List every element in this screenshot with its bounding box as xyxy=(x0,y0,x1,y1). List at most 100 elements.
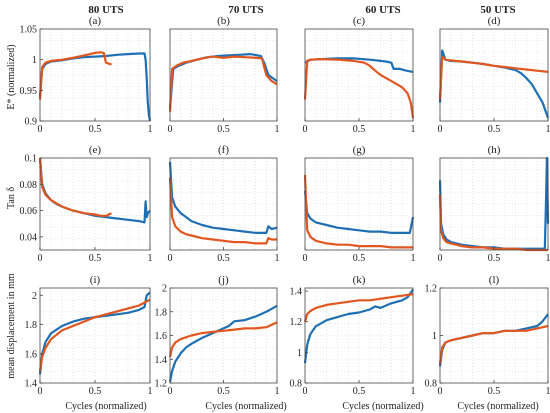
panel-d: (d) 0 0.5 1 xyxy=(438,15,550,135)
y-tick-label: 1.4 xyxy=(290,287,303,298)
y-tick-label: 2 xyxy=(162,284,167,295)
x-tick-label: 0.5 xyxy=(89,124,102,135)
series-line-orange xyxy=(438,55,549,100)
y-tick-label: 1.05 xyxy=(20,25,38,36)
y-tick-label: 1.2 xyxy=(290,317,303,328)
series-line-orange xyxy=(38,51,112,100)
y-tick-label: 0.1 xyxy=(25,154,38,165)
series-line-blue xyxy=(168,304,278,383)
x-tick-label: 0 xyxy=(38,386,43,397)
series-line-blue xyxy=(168,52,278,109)
panel-h: (h) 0 0.5 1 xyxy=(438,144,550,264)
x-tick-label: 1 xyxy=(411,253,416,264)
x-tick-label: 1 xyxy=(275,386,280,397)
y-tick-label: 0.8 xyxy=(290,379,303,390)
x-tick-label: 0.5 xyxy=(353,124,366,135)
panel-b: (b) 0 0.5 1 xyxy=(168,15,280,135)
x-tick-label: 0.5 xyxy=(89,253,102,264)
y-tick-label: 1.8 xyxy=(25,320,38,331)
x-tick-label: 1 xyxy=(148,253,153,264)
xlabel-col-4: Cycles (normalized) xyxy=(457,401,538,412)
series-line-orange xyxy=(303,175,413,249)
series-line-blue xyxy=(303,190,415,234)
series-line-orange xyxy=(168,55,278,112)
x-tick-label: 0 xyxy=(438,386,443,397)
x-tick-label: 0 xyxy=(168,124,173,135)
y-tick-label: 1.2 xyxy=(155,379,168,390)
y-tick-label: 1.4 xyxy=(155,355,168,366)
y-tick-label: 0.8 xyxy=(425,379,438,390)
series-line-blue xyxy=(168,161,278,234)
panel-label-g: (g) xyxy=(353,144,366,156)
series-line-orange xyxy=(168,177,277,245)
panel-label-c: (c) xyxy=(353,15,366,27)
y-tick-label: 0.9 xyxy=(25,117,38,128)
subplot-panels: (a) 0 0.5 1 0.9 0.95 1 1.05 (b) 0 0.5 1 (c) 0 0.5 1 (d) 0… xyxy=(20,15,550,397)
x-tick-label: 0 xyxy=(303,386,308,397)
column-title-80-uts: 80 UTS xyxy=(88,4,123,16)
x-tick-label: 0 xyxy=(438,124,443,135)
y-tick-label: 1.4 xyxy=(25,379,38,390)
series-line-orange xyxy=(303,293,414,323)
series-line-orange xyxy=(168,321,278,358)
y-tick-label: 0.04 xyxy=(20,232,38,243)
x-tick-label: 1 xyxy=(275,124,280,135)
panel-label-f: (f) xyxy=(218,144,229,156)
x-tick-label: 1 xyxy=(546,386,550,397)
xlabel-col-3: Cycles (normalized) xyxy=(342,401,423,412)
panel-label-k: (k) xyxy=(353,274,366,286)
xlabel-col-1: Cycles (normalized) xyxy=(65,401,146,412)
ylabel-row-2: Tan δ xyxy=(6,187,17,209)
x-tick-label: 1 xyxy=(275,253,280,264)
x-tick-label: 1 xyxy=(411,124,416,135)
x-tick-label: 0 xyxy=(168,386,173,397)
panel-f: (f) 0 0.5 1 xyxy=(168,144,280,264)
x-tick-label: 0 xyxy=(38,124,43,135)
panel-k: (k) 0 0.5 1 0.8 1 1.2 1.4 xyxy=(290,274,416,397)
y-tick-label: 1.8 xyxy=(155,307,168,318)
column-title-70-uts: 70 UTS xyxy=(228,4,263,16)
series-line-orange xyxy=(303,57,415,119)
x-tick-label: 0 xyxy=(38,253,43,264)
panel-l: (l) 0 0.5 1 0.8 1 1.2 xyxy=(425,274,550,397)
panel-c: (c) 0 0.5 1 xyxy=(303,15,416,135)
x-tick-label: 0 xyxy=(303,124,308,135)
y-tick-label: 1.2 xyxy=(425,284,438,295)
panel-label-l: (l) xyxy=(489,274,500,286)
y-tick-label: 0.95 xyxy=(20,86,38,97)
panel-e: (e) 0 0.5 1 0.04 0.06 0.08 0.1 xyxy=(20,144,153,264)
y-tick-label: 0.08 xyxy=(20,180,38,191)
x-tick-label: 1 xyxy=(411,386,416,397)
x-tick-label: 0.5 xyxy=(89,386,102,397)
panel-label-a: (a) xyxy=(89,15,102,27)
series-line-orange xyxy=(38,157,112,217)
y-tick-label: 2 xyxy=(32,291,37,302)
x-tick-label: 0.5 xyxy=(488,124,501,135)
x-tick-label: 0.5 xyxy=(488,253,501,264)
x-tick-label: 1 xyxy=(546,253,550,264)
series-line-orange xyxy=(38,298,151,372)
xlabel-col-2: Cycles (normalized) xyxy=(205,401,286,412)
x-tick-label: 0 xyxy=(303,253,308,264)
x-tick-label: 1 xyxy=(148,386,153,397)
panel-i: (i) 0 0.5 1 1.4 1.6 1.8 2 xyxy=(25,274,153,397)
panel-label-b: (b) xyxy=(217,15,230,27)
series-line-orange xyxy=(438,324,549,365)
x-tick-label: 0.5 xyxy=(217,386,230,397)
panel-label-h: (h) xyxy=(488,144,501,156)
x-tick-label: 1 xyxy=(546,124,550,135)
x-tick-label: 1 xyxy=(148,124,153,135)
x-tick-label: 0.5 xyxy=(353,253,366,264)
x-tick-label: 0.5 xyxy=(217,124,230,135)
ylabel-row-1: E* (normalized) xyxy=(6,44,17,109)
panel-g: (g) 0 0.5 1 xyxy=(303,144,416,264)
series-line-blue xyxy=(303,288,414,364)
x-tick-label: 0 xyxy=(438,253,443,264)
y-tick-label: 1.6 xyxy=(25,349,38,360)
panel-j: (j) 0 0.5 1 1.2 1.4 1.6 1.8 2 xyxy=(155,274,280,397)
y-tick-label: 0.06 xyxy=(20,206,38,217)
y-tick-label: 1 xyxy=(297,348,302,359)
panel-label-i: (i) xyxy=(90,274,101,286)
panel-label-j: (j) xyxy=(218,274,229,286)
